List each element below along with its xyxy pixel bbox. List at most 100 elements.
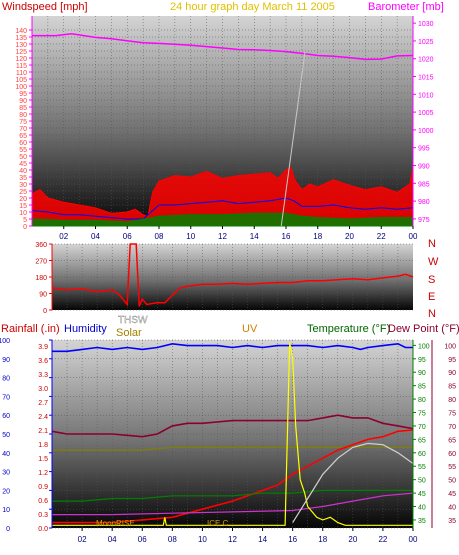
temperature-tick-label: 80 [418,397,426,404]
rain-x-ticks: 02 04 06 08 10 12 14 16 18 20 22 00 [78,528,418,544]
rain-series [51,342,414,526]
rain-x-tick-label: 06 [138,535,147,544]
humidity-tick-label: 50 [2,432,10,439]
wind-tick-label: 35 [19,175,27,182]
wind-x-tick-label: 10 [186,232,195,241]
wind-tick-label: 130 [15,42,27,49]
wind-tick-label: 65 [19,133,27,140]
wind-speed-series [31,197,414,220]
direction-ticks: 0 90 180 270 360 [35,242,52,315]
wind-left-ticks: 0510152025303540455055606570758085909510… [15,28,32,231]
temperature-tick-label: 75 [418,411,426,418]
rain-series [52,429,414,524]
direction-series [51,243,414,307]
wind-tick-label: 75 [19,119,27,126]
wind-tick-label: 95 [19,91,27,98]
chart-title: 24 hour graph day March 11 2005 [170,1,335,13]
rain-x-tick-label: 12 [228,535,237,544]
windspeed-axis-label: Windspeed [mph] [2,1,88,13]
temperature-tick-label: 70 [418,424,426,431]
wind-x-tick-label: 02 [59,232,68,241]
wind-tick-label: 0 [23,224,27,231]
direction-tick-label: 0 [43,308,47,315]
solar-series [52,342,413,526]
dewpoint-tick-label: 70 [448,424,456,431]
rain-tick-label: 2.4 [38,414,48,421]
wind-tick-label: 30 [19,182,27,189]
dewpoint-tick-label: 100 [444,343,456,350]
rain-tick-label: 0.6 [38,498,48,505]
humidity-tick-label: 40 [2,451,10,458]
rain-panel: 0.0 0.3 0.6 0.9 1.2 1.5 1.8 2.1 2.4 2.7 3.0 3.3 3.6 3… [0,315,459,544]
barometer-tick-label: 990 [418,163,430,170]
wind-tick-label: 105 [15,77,27,84]
rain-ticks: 0.0 0.3 0.6 0.9 1.2 1.5 1.8 2.1 2.4 2.7 3.0 3.3 3.6 3… [38,344,48,533]
wind-tick-label: 85 [19,105,27,112]
wind-direction-series [51,243,414,307]
wind-tick-label: 115 [16,63,27,70]
gust-series [31,166,414,227]
temperature-series [52,489,413,502]
rain-x-tick-label: 10 [198,535,207,544]
temperature-tick-label: 40 [418,505,426,512]
solar-curve-series [292,442,414,523]
direction-tick-label: 270 [35,259,47,266]
barometer-axis-label: Barometer [mb] [368,1,444,13]
wind-x-tick-label: 18 [313,232,322,241]
wind-x-tick-label: 04 [91,232,100,241]
wind-x-ticks: 02 04 06 08 10 12 14 16 18 20 22 00 [59,226,418,241]
wind-tick-label: 70 [19,126,27,133]
compass-label: E [428,291,435,303]
barometer-tick-label: 1030 [418,21,434,28]
dewpoint-tick-label: 35 [448,518,456,525]
compass-label: W [428,256,439,268]
wind-x-tick-label: 14 [250,232,259,241]
wind-tick-label: 125 [15,49,27,56]
humidity-tick-label: 80 [2,376,10,383]
compass-label: S [428,274,435,286]
barometer-tick-label: 995 [418,146,430,153]
wind-x-tick-label: 12 [218,232,227,241]
dewpoint-tick-label: 40 [448,505,456,512]
barometer-tick-label: 1010 [418,92,434,99]
direction-tick-label: 90 [39,292,47,299]
temperature-axis-label: Temperature (°F) [307,323,390,335]
wind-tick-label: 135 [15,35,27,42]
rain-x-tick-label: 08 [168,535,177,544]
wind-tick-label: 120 [15,56,27,63]
humidity-tick-label: 30 [2,470,10,477]
humidity-tick-label: 90 [2,357,10,364]
dewpoint-tick-label: 95 [448,357,456,364]
rain-x-tick-label: 02 [78,535,87,544]
rain-x-tick-label: 16 [288,535,297,544]
dewpoint-tick-label: 50 [448,478,456,485]
wind-tick-label: 80 [19,112,27,119]
wind-tick-label: 110 [16,70,27,77]
compass-label: N [428,238,436,250]
wind-tick-label: 5 [23,217,27,224]
direction-grid [52,243,413,311]
temperature-tick-label: 90 [418,370,426,377]
compass-label: N [428,308,436,320]
temperature-tick-label: 55 [418,464,426,471]
humidity-tick-label: 100 [0,338,10,345]
wind-tick-label: 25 [19,189,27,196]
rain-x-tick-label: 00 [409,535,418,544]
rainfall-axis-label: Rainfall (.in) [1,323,60,335]
wind-x-tick-label: 00 [409,232,418,241]
dewpoint-tick-label: 80 [448,397,456,404]
rain-tick-label: 0.0 [38,526,48,533]
temperature-tick-label: 95 [418,357,426,364]
dewpoint-tick-label: 90 [448,370,456,377]
temperature-ticks: 35 35 40 40 45 45 50 50 55 55 60 60 65 65 70 70 75 75 80 80… [413,343,456,525]
wind-tick-label: 15 [19,203,27,210]
moonrise-label: MoonRISE [96,519,135,528]
humidity-tick-label: 0 [6,526,10,533]
humidity-tick-label: 70 [2,394,10,401]
humidity-tick-label: 20 [2,488,10,495]
wind-tick-label: 20 [19,196,27,203]
barometer-tick-label: 1005 [418,110,434,117]
wind-tick-label: 100 [15,84,27,91]
